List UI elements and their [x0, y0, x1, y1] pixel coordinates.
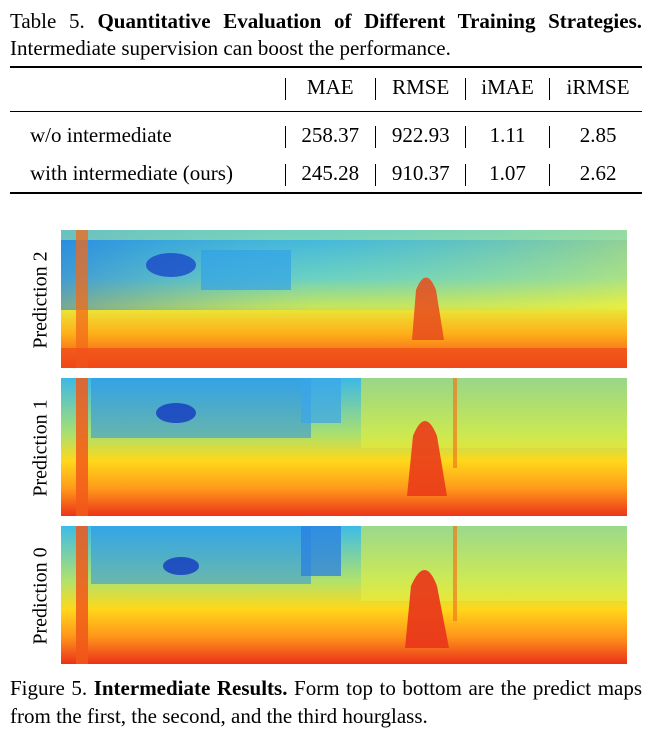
table-row: w/o intermediate 258.37 922.93 1.11 2.85 [10, 116, 642, 154]
header-irmse: iRMSE [566, 74, 630, 99]
depth-map-prediction-0 [61, 526, 627, 664]
table-header-row: MAE RMSE iMAE iRMSE [10, 68, 642, 106]
header-imae: iMAE [481, 74, 534, 99]
figure-caption: Figure 5. Intermediate Results. Form top… [10, 674, 642, 730]
header-empty [10, 68, 280, 106]
cell-mae: 258.37 [301, 122, 360, 147]
row-name: with intermediate (ours) [30, 160, 233, 185]
table-caption: Table 5. Quantitative Evaluation of Diff… [10, 8, 642, 62]
table-caption-title: Quantitative Evaluation of Different Tra… [97, 9, 643, 33]
table-bottom-rule [10, 192, 642, 194]
figure-row-prediction-2: Prediction 2 [30, 230, 630, 370]
cell-imae: 1.07 [489, 160, 526, 185]
panel-label: Prediction 0 [29, 547, 52, 645]
depth-map-prediction-1 [61, 378, 627, 516]
cell-rmse: 922.93 [391, 122, 450, 147]
depth-map-prediction-2 [61, 230, 627, 368]
row-name: w/o intermediate [30, 122, 172, 147]
table-caption-text: Intermediate supervision can boost the p… [10, 36, 451, 60]
cell-irmse: 2.62 [579, 160, 617, 185]
panel-label: Prediction 1 [29, 399, 52, 497]
results-table: MAE RMSE iMAE iRMSE w/o intermediate 258… [10, 68, 642, 192]
table-caption-label: Table 5. [10, 9, 85, 33]
figure-row-prediction-0: Prediction 0 [30, 526, 630, 666]
table-row: with intermediate (ours) 245.28 910.37 1… [10, 154, 642, 192]
panel-label: Prediction 2 [29, 251, 52, 349]
table-top-rule [10, 66, 642, 68]
cell-mae: 245.28 [301, 160, 360, 185]
header-mae: MAE [306, 74, 354, 99]
cell-irmse: 2.85 [579, 122, 617, 147]
cell-rmse: 910.37 [391, 160, 450, 185]
figure-caption-title: Intermediate Results. [93, 676, 288, 700]
figure-caption-text: Form top to bottom are the predict maps … [10, 676, 643, 728]
header-rmse: RMSE [392, 74, 450, 99]
figure-row-prediction-1: Prediction 1 [30, 378, 630, 518]
figure-caption-label: Figure 5. [10, 676, 88, 700]
cell-imae: 1.11 [489, 122, 526, 147]
